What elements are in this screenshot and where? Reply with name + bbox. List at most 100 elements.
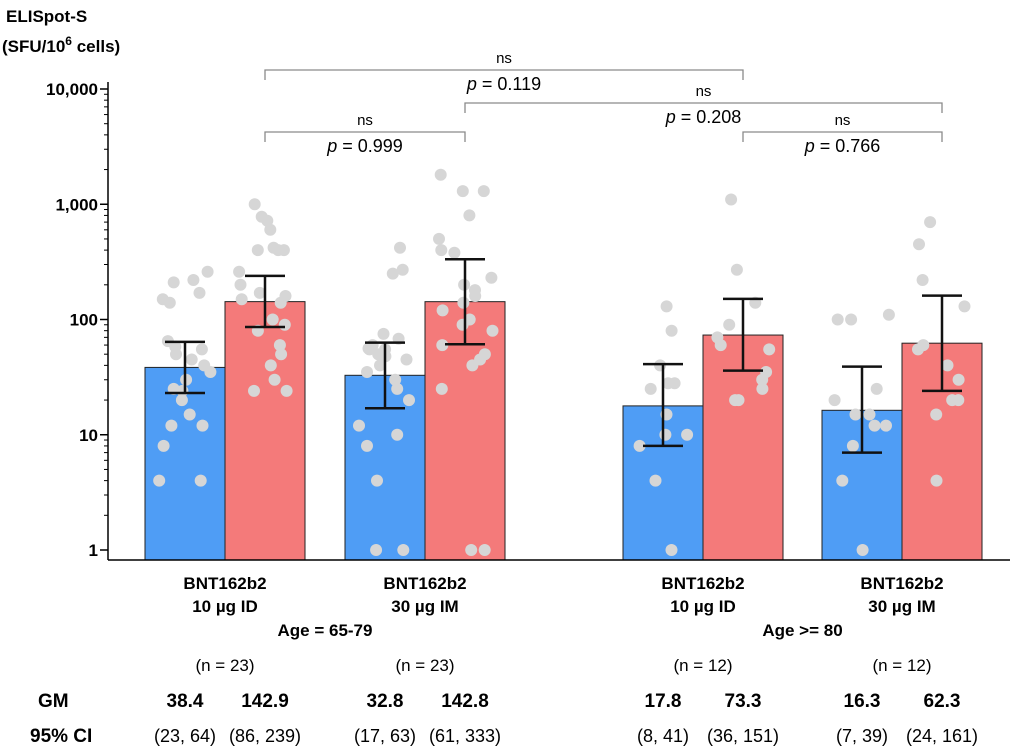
data-point-3-1-5: [662, 377, 675, 390]
data-point-2-1-3: [386, 267, 399, 280]
data-point-2-2-17: [436, 339, 449, 352]
data-point-3-1-9: [649, 474, 662, 487]
ci-row-label: 95% CI: [30, 726, 92, 747]
p-value-label: p = 0.208: [665, 107, 742, 127]
data-point-1-2-11: [253, 286, 266, 299]
data-point-3-1-12: [644, 382, 657, 395]
data-point-2-2-5: [433, 232, 445, 245]
data-point-4-2-3: [916, 274, 929, 286]
data-point-2-2-3: [477, 185, 490, 198]
y-tick-label-100: 100: [70, 311, 98, 330]
bracket-line: [742, 131, 943, 142]
ci-value-1-2: (86, 239): [229, 726, 301, 746]
data-point-1-2-3: [261, 214, 274, 227]
gm-value-2-2: 142.8: [441, 691, 489, 712]
data-point-2-1-19: [391, 428, 404, 441]
gm-value-3-1: 17.8: [645, 691, 682, 712]
category-labels: BNT162b2 10 µg ID BNT162b2 30 µg IM BNT162b2…: [183, 574, 943, 640]
data-point-1-2-23: [280, 384, 293, 397]
data-point-4-2-6: [912, 343, 924, 356]
group-label-1-line1: BNT162b2: [183, 574, 266, 593]
data-point-1-1-22: [194, 474, 207, 487]
data-point-2-2-1: [434, 168, 447, 181]
data-point-2-1-2: [396, 263, 409, 276]
data-point-2-1-12: [400, 353, 413, 366]
n-label-1: (n = 23): [195, 656, 254, 675]
data-point-4-2-4: [958, 300, 971, 313]
data-point-1-2-22: [248, 384, 260, 397]
bar-1-red: [224, 301, 306, 561]
data-point-1-1-6: [193, 286, 206, 299]
n-label-4: (n = 12): [872, 656, 931, 675]
data-point-4-2-11: [930, 408, 943, 421]
data-point-2-2-21: [435, 382, 448, 395]
data-point-2-1-20: [361, 439, 373, 452]
data-point-1-1-23: [153, 474, 166, 487]
data-point-3-2-6: [714, 339, 727, 352]
comparison-1: ns p = 0.999: [264, 112, 466, 156]
data-point-1-1-5: [163, 296, 176, 309]
comparison-4: ns p = 0.119: [264, 50, 744, 94]
ns-label: ns: [696, 83, 712, 100]
ci-value-4-1: (7, 39): [836, 726, 888, 746]
data-point-1-2-18: [273, 339, 286, 352]
data-point-4-1-1: [845, 313, 858, 326]
error-bar-3-2: [723, 297, 763, 372]
bracket-line: [464, 102, 943, 113]
data-point-4-1-7: [863, 408, 876, 421]
data-point-1-2-21: [268, 373, 281, 386]
error-bar-1-1: [165, 340, 205, 395]
data-point-3-1-3: [654, 359, 667, 372]
data-point-4-2-10: [952, 394, 965, 407]
group-label-4-line2: 30 µg IM: [868, 597, 935, 616]
gm-value-4-1: 16.3: [844, 691, 881, 712]
gm-value-2-1: 32.8: [367, 691, 404, 712]
data-point-2-1-17: [403, 394, 415, 407]
data-point-4-1-6: [849, 408, 862, 421]
group-label-3-line2: 10 µg ID: [670, 597, 736, 616]
data-point-4-1-3: [831, 313, 844, 326]
group-label-4-line1: BNT162b2: [860, 574, 943, 593]
data-point-1-2-16: [278, 318, 291, 331]
data-point-3-1-11: [659, 428, 672, 441]
data-point-2-2-7: [448, 246, 461, 259]
data-point-1-1-18: [183, 408, 196, 421]
data-point-2-1-14: [361, 366, 373, 378]
data-point-3-2-10: [756, 382, 769, 395]
data-point-1-1-19: [165, 419, 178, 432]
data-point-2-1-23: [370, 544, 383, 556]
data-point-1-1-10: [170, 348, 182, 361]
group-label-3-line1: BNT162b2: [661, 574, 744, 593]
data-point-2-2-22: [478, 544, 491, 556]
comparison-brackets: ns p = 0.999 ns p = 0.766 ns p = 0.208 ns p = 0…: [264, 50, 943, 156]
data-point-4-1-2: [882, 308, 895, 321]
data-point-3-2-7: [763, 343, 776, 356]
data-point-4-2-8: [952, 373, 965, 386]
data-point-1-1-11: [185, 353, 198, 366]
data-point-1-2-19: [275, 348, 288, 361]
data-point-2-2-8: [485, 271, 498, 284]
gm-value-4-2: 62.3: [924, 691, 961, 712]
data-point-2-2-6: [435, 244, 448, 257]
p-value-label: p = 0.766: [804, 136, 881, 156]
data-point-4-2-2: [913, 238, 925, 251]
data-point-2-1-1: [394, 241, 406, 254]
comparison-3: ns p = 0.208: [464, 83, 943, 127]
data-point-3-2-2: [730, 263, 743, 276]
y-axis-title-line1: ELISpot-S: [6, 7, 87, 26]
data-point-4-1-9: [868, 419, 881, 432]
age-label-1: Age = 65-79: [278, 621, 373, 640]
data-point-4-1-5: [828, 394, 841, 407]
data-point-1-2-9: [233, 265, 246, 278]
error-bar-3-1: [643, 362, 683, 448]
y-tick-label-1000: 1,000: [55, 195, 98, 214]
p-value-label: p = 0.999: [326, 136, 403, 156]
data-point-2-1-9: [363, 343, 376, 356]
y-axis: 1 10 100 1,000 10,000: [46, 80, 1010, 561]
data-point-4-1-12: [856, 544, 869, 556]
data-point-3-2-12: [729, 394, 742, 407]
data-point-2-1-16: [391, 382, 404, 395]
error-bar-4-2: [922, 294, 962, 393]
data-point-1-2-10: [234, 278, 247, 291]
ci-value-1-1: (23, 64): [154, 726, 216, 746]
